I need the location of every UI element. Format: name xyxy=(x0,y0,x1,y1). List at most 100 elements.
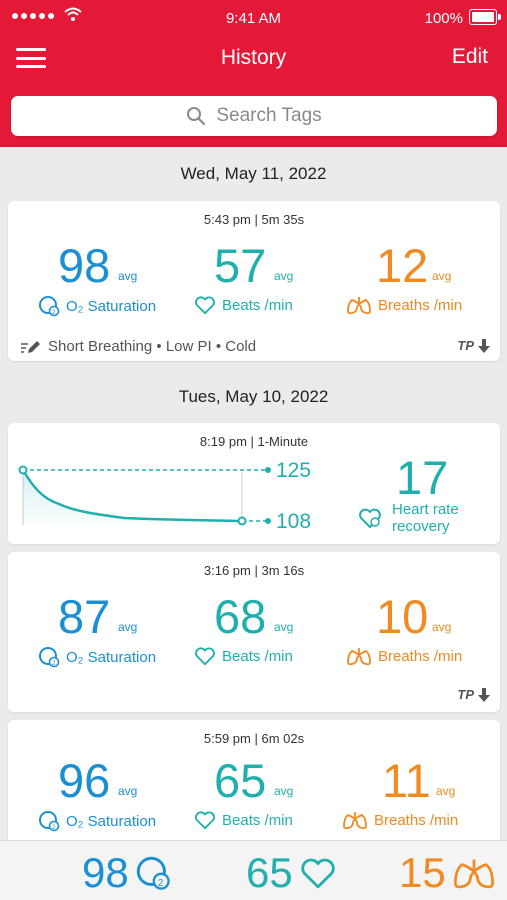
heart-icon xyxy=(195,296,215,315)
resp-label-text: Breaths /min xyxy=(374,811,459,829)
o2-icon: 2 xyxy=(39,811,60,832)
export-tp-button[interactable]: TP xyxy=(457,687,490,702)
avg-label: avg xyxy=(118,269,138,283)
resp-label: Breaths /min xyxy=(346,646,462,666)
o2-label: 2 O₂ Saturation xyxy=(38,295,156,317)
end-marker xyxy=(237,516,247,526)
avg-label: avg xyxy=(436,784,456,798)
resp-label: Breaths /min xyxy=(342,810,458,830)
battery-percent: 100% xyxy=(424,10,463,27)
lungs-icon xyxy=(347,297,371,315)
recovery-label-line2: recovery xyxy=(392,518,450,535)
pulse-value: 65 xyxy=(214,754,267,807)
pulse-label-text: Beats /min xyxy=(222,647,293,665)
recovery-label-line1: Heart rate xyxy=(392,501,459,518)
pulse-label: Beats /min xyxy=(194,646,293,666)
live-o2-value: 98 xyxy=(82,849,129,896)
heart-recovery-icon xyxy=(359,508,381,528)
session-card[interactable]: 5:43 pm | 5m 35s 98 avg 2 O₂ Saturation … xyxy=(8,201,500,361)
tags-row: Short Breathing • Low PI • Cold xyxy=(20,338,256,355)
graph-area xyxy=(23,470,242,525)
low-dot xyxy=(265,518,271,524)
avg-label: avg xyxy=(274,620,294,634)
heart-icon xyxy=(195,811,215,830)
recovery-value: 17 xyxy=(396,451,449,504)
graph-line xyxy=(21,469,243,523)
avg-label: avg xyxy=(432,620,452,634)
live-pulse-value: 65 xyxy=(246,849,293,896)
svg-text:2: 2 xyxy=(52,661,56,667)
menu-button[interactable] xyxy=(16,48,46,68)
resp-value: 11 xyxy=(382,754,431,807)
app-header: 9:41 AM 100% History Edit Search Tags xyxy=(0,0,507,147)
o2-value: 96 xyxy=(58,754,111,807)
lungs-icon xyxy=(453,859,494,889)
download-arrow-icon xyxy=(478,338,490,353)
session-card[interactable]: 3:16 pm | 3m 16s 87 avg 2 O₂ Saturation … xyxy=(8,552,500,712)
recovery-card[interactable]: 8:19 pm | 1-Minute 125 108 17 Heart rate… xyxy=(8,423,500,544)
wifi-icon xyxy=(64,7,82,21)
page-title: History xyxy=(220,46,287,69)
live-o2: 98 2 xyxy=(82,849,171,897)
avg-label: avg xyxy=(118,620,138,634)
battery-icon xyxy=(469,9,501,25)
pulse-label-text: Beats /min xyxy=(222,811,293,829)
pulse-label: Beats /min xyxy=(194,295,293,315)
avg-label: avg xyxy=(274,269,294,283)
download-arrow-icon xyxy=(478,687,490,702)
export-tp-button[interactable]: TP xyxy=(457,338,490,353)
resp-value: 12 xyxy=(376,239,429,292)
section-date: Tues, May 10, 2022 xyxy=(178,387,329,406)
status-bar: 9:41 AM 100% xyxy=(0,7,507,30)
o2-value: 87 xyxy=(58,590,111,643)
heart-icon xyxy=(195,647,215,666)
o2-label-text: O₂ Saturation xyxy=(66,648,157,666)
recovery-graph xyxy=(18,465,271,526)
session-time: 5:43 pm | 5m 35s xyxy=(203,212,305,227)
search-icon xyxy=(187,107,206,126)
avg-label: avg xyxy=(274,784,294,798)
o2-label: 2 O₂ Saturation xyxy=(38,810,156,832)
pulse-label: Beats /min xyxy=(194,810,293,830)
session-time: 8:19 pm | 1-Minute xyxy=(199,434,309,449)
live-resp-value: 15 xyxy=(399,849,446,896)
o2-label: 2 O₂ Saturation xyxy=(38,646,156,668)
tp-label: TP xyxy=(457,338,474,353)
heart-icon xyxy=(301,858,335,889)
tp-label: TP xyxy=(457,687,474,702)
recovery-label: Heart rate recovery xyxy=(392,501,459,535)
start-marker xyxy=(18,465,28,475)
o2-icon: 2 xyxy=(39,647,60,668)
edit-button[interactable]: Edit xyxy=(451,45,488,68)
high-value: 125 xyxy=(276,459,312,482)
session-time: 5:59 pm | 6m 02s xyxy=(203,731,305,746)
edit-tags-icon[interactable] xyxy=(20,339,42,355)
pulse-label-text: Beats /min xyxy=(222,296,293,314)
high-dot xyxy=(265,467,271,473)
tags-text: Short Breathing • Low PI • Cold xyxy=(48,338,257,355)
o2-icon: 2 xyxy=(39,296,60,317)
resp-label: Breaths /min xyxy=(346,295,462,315)
o2-label-text: O₂ Saturation xyxy=(66,812,157,830)
resp-label-text: Breaths /min xyxy=(378,647,463,665)
live-resp: 15 xyxy=(399,849,496,897)
search-input[interactable]: Search Tags xyxy=(11,96,497,136)
live-pulse: 65 xyxy=(246,849,337,897)
o2-label-text: O₂ Saturation xyxy=(66,297,157,315)
o2-value: 98 xyxy=(58,239,111,292)
search-placeholder: Search Tags xyxy=(216,105,322,126)
session-card[interactable]: 5:59 pm | 6m 02s 96 avg 2 O₂ Saturation … xyxy=(8,720,500,848)
lungs-icon xyxy=(347,648,371,666)
section-date: Wed, May 11, 2022 xyxy=(180,164,327,183)
status-time: 9:41 AM xyxy=(225,10,282,27)
resp-label-text: Breaths /min xyxy=(378,296,463,314)
lungs-icon xyxy=(343,812,367,830)
o2-icon: 2 xyxy=(136,856,170,890)
svg-text:2: 2 xyxy=(52,310,56,316)
pulse-value: 57 xyxy=(214,239,267,292)
avg-label: avg xyxy=(432,269,452,283)
avg-label: avg xyxy=(118,784,138,798)
low-value: 108 xyxy=(276,510,312,533)
resp-value: 10 xyxy=(376,590,429,643)
signal-icon xyxy=(12,13,54,19)
